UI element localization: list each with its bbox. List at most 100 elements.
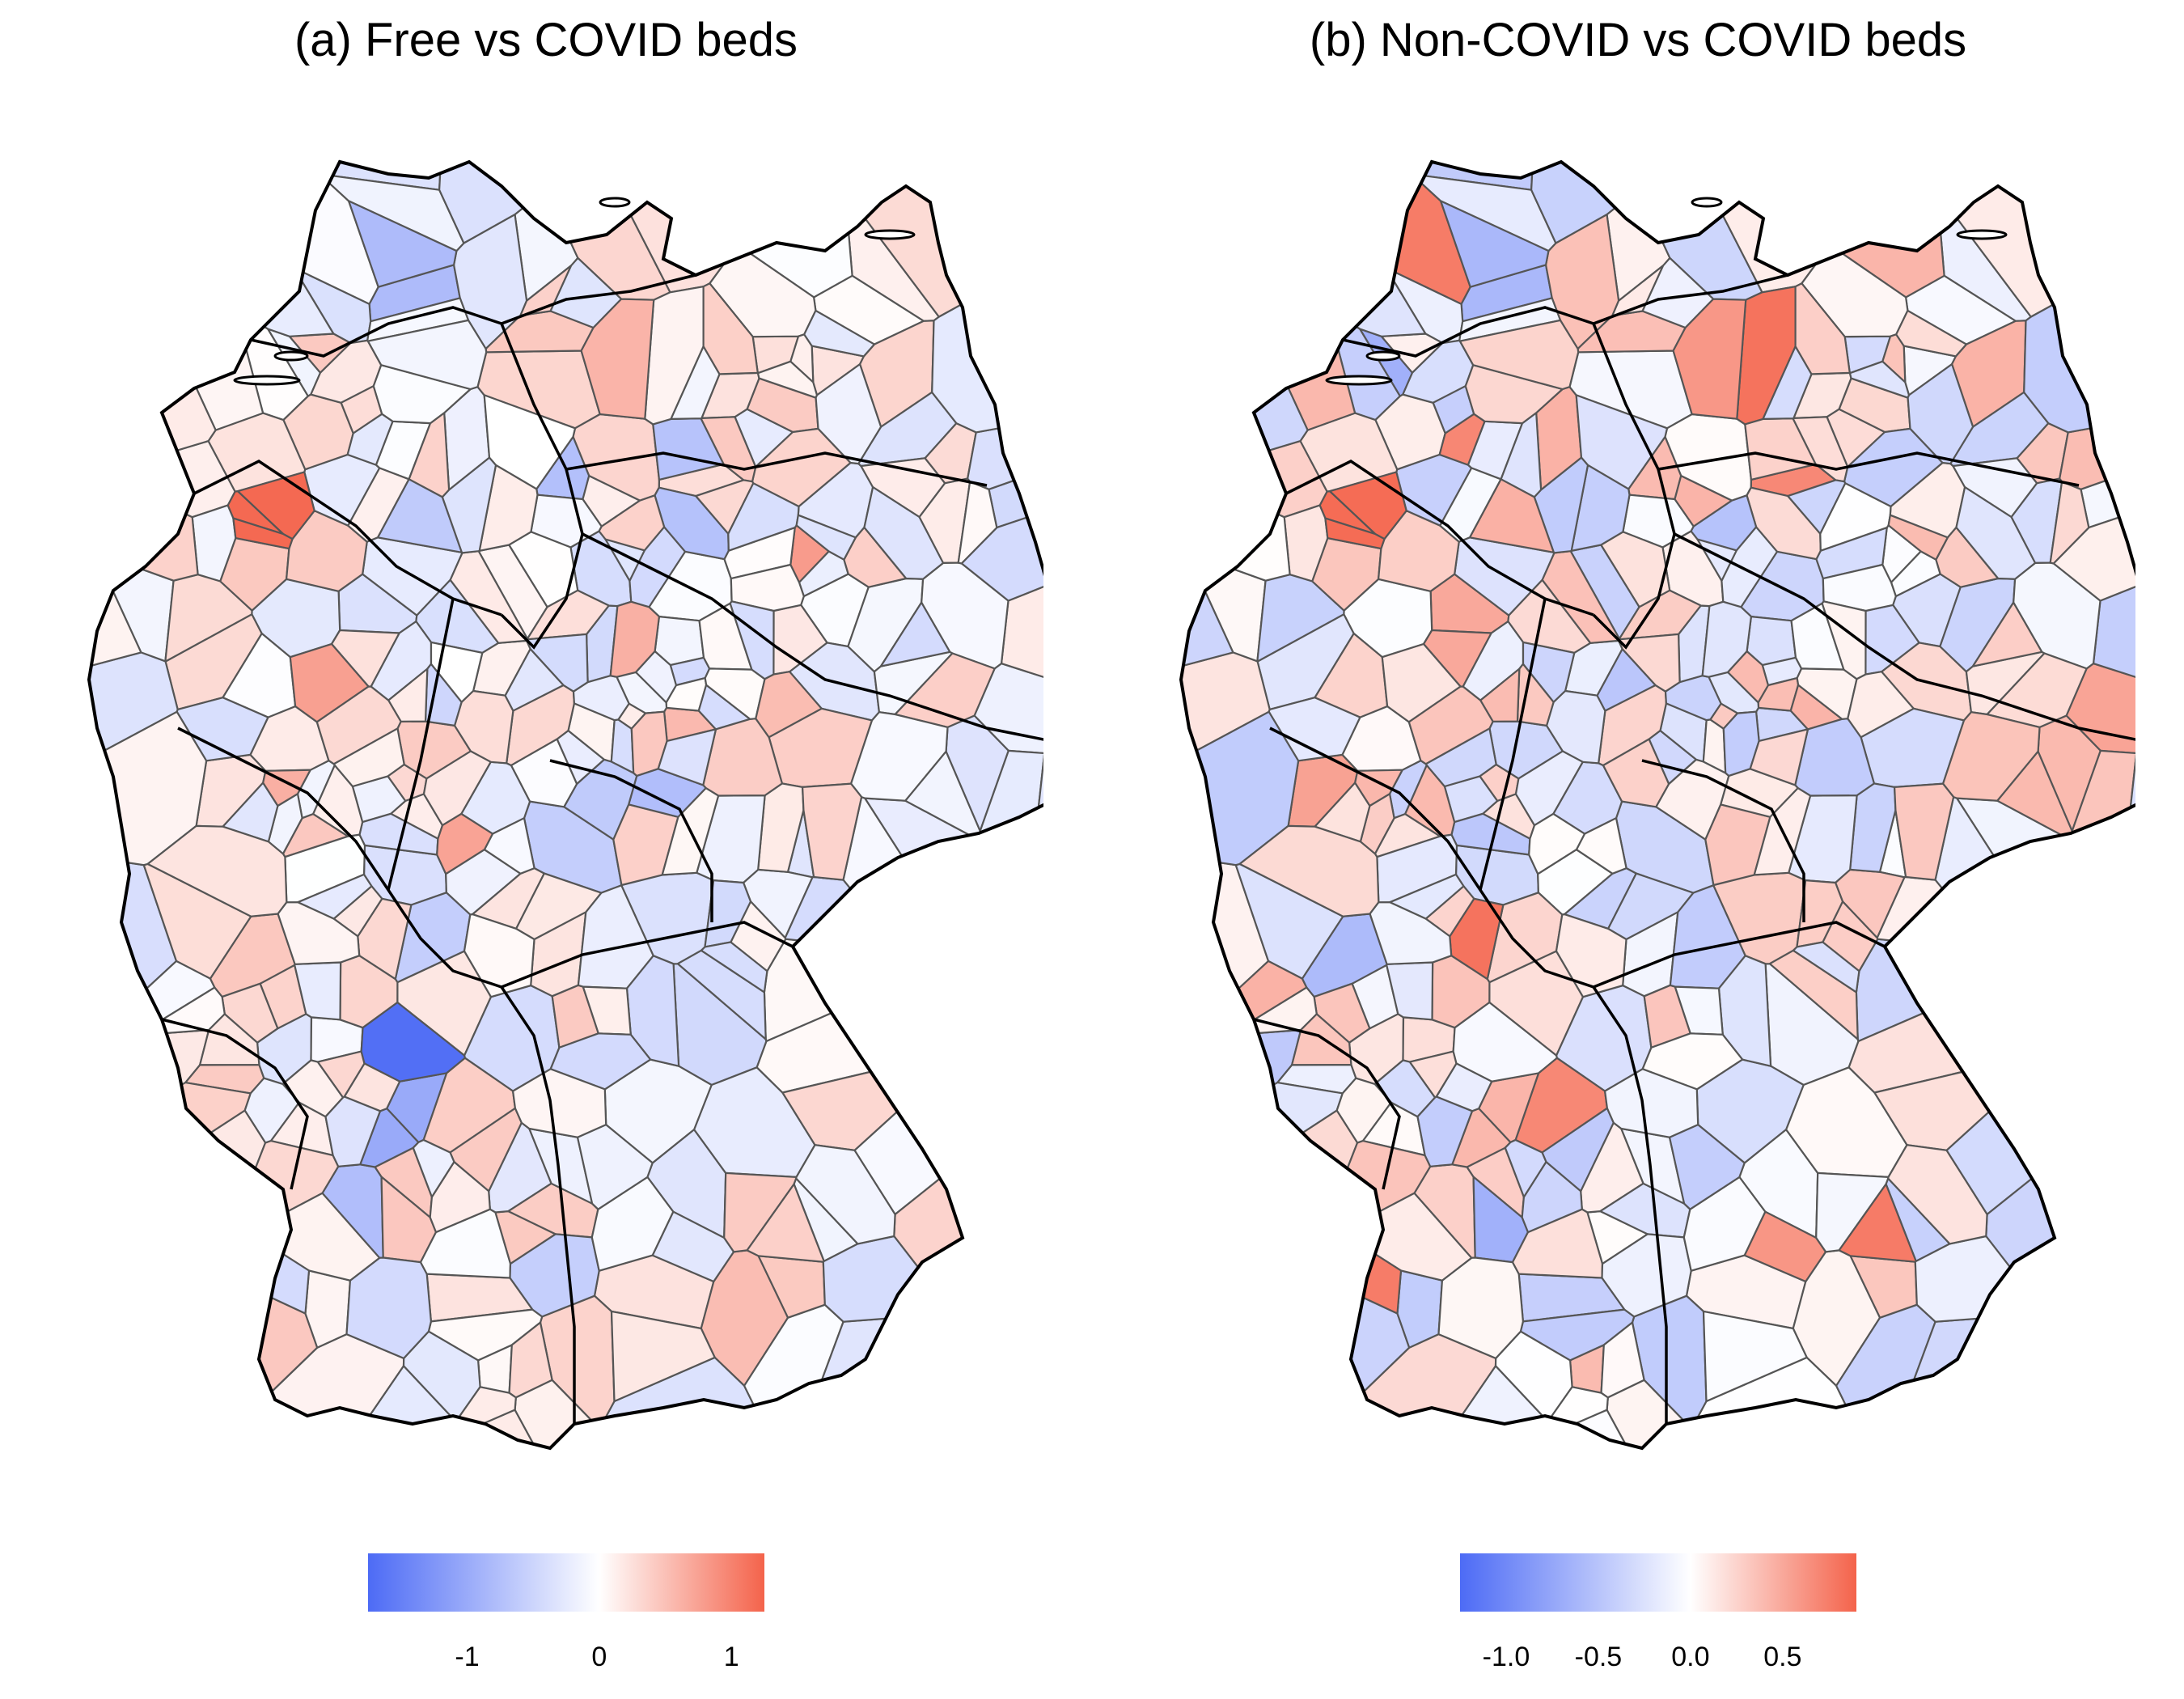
country-border	[1179, 159, 2135, 1451]
district-region	[1601, 1233, 1692, 1318]
district-region	[1181, 1108, 1359, 1288]
district-region	[89, 162, 217, 475]
state-border	[1657, 451, 2080, 487]
state-border	[500, 986, 576, 1424]
district-region	[1603, 1068, 1699, 1138]
legend-ticks: -1.0 -0.5 0.0 0.5	[1092, 1553, 2184, 1675]
legend-tick-mark	[1505, 1612, 1507, 1620]
district-region	[345, 1256, 433, 1360]
district-region	[1690, 494, 1758, 552]
island	[273, 350, 309, 362]
district-region	[315, 685, 402, 765]
legend-tick-label: -1.0	[1482, 1642, 1530, 1672]
district-region	[1464, 363, 1564, 425]
district-region	[1575, 816, 1627, 875]
district-region	[960, 491, 1043, 602]
legend-gradient-bar	[1460, 1553, 1856, 1612]
panel-title: (a) Free vs COVID beds	[294, 14, 798, 66]
district-region	[1533, 456, 1589, 554]
district-region	[580, 298, 655, 420]
district-region	[1792, 416, 1849, 483]
district-region	[463, 913, 535, 998]
island	[233, 375, 301, 386]
district-region	[89, 1108, 267, 1288]
district-region	[795, 1144, 896, 1245]
district-region	[1955, 485, 2037, 580]
district-region	[730, 563, 805, 612]
district-region	[89, 1081, 252, 1240]
district-region	[146, 824, 288, 917]
legend-tick-mark	[730, 1612, 733, 1620]
district-region	[610, 1310, 717, 1403]
district-region	[1907, 362, 1974, 465]
district-region	[700, 941, 768, 994]
district-region	[755, 671, 823, 739]
district-region	[1181, 162, 1428, 337]
district-region	[957, 480, 998, 565]
district-region	[1452, 1001, 1559, 1083]
district-region	[1181, 1081, 1344, 1240]
district-region	[277, 901, 361, 965]
district-region	[2023, 227, 2135, 434]
district-region	[366, 319, 488, 391]
legend-gradient-bar	[368, 1553, 764, 1612]
district-region	[1181, 710, 1300, 866]
district-region	[1555, 913, 1627, 998]
district-layer	[89, 162, 1043, 1448]
legend-tick-label: -1	[455, 1642, 480, 1672]
state-border	[1592, 986, 1668, 1424]
district-region	[89, 472, 199, 582]
legend-tick-mark	[1597, 1612, 1599, 1620]
district-region	[1238, 824, 1380, 917]
district-region	[849, 711, 949, 802]
district-region	[1439, 199, 1550, 289]
legend-tick-mark	[598, 1612, 600, 1620]
legend-tick-mark	[1781, 1612, 1784, 1620]
district-region	[1985, 1048, 2135, 1412]
district-region	[104, 162, 379, 306]
color-legend: -1 0 1	[0, 1553, 1092, 1675]
district-region	[441, 456, 497, 554]
district-region	[1437, 1256, 1525, 1360]
district-region	[1702, 1310, 1809, 1403]
color-legend: -1.0 -0.5 0.0 0.5	[1092, 1553, 2184, 1675]
district-region	[1887, 514, 1949, 561]
state-border	[177, 727, 502, 989]
germany-choropleth-map	[87, 159, 1043, 1451]
state-border	[1342, 306, 1594, 358]
state-border	[1593, 921, 1886, 989]
legend-tick-label: 0.0	[1671, 1642, 1710, 1672]
district-region	[2049, 480, 2090, 565]
country-border	[87, 159, 1043, 1451]
district-region	[1794, 282, 1852, 375]
district-region	[1290, 1012, 1352, 1066]
island	[1956, 229, 2008, 240]
district-region	[198, 1012, 260, 1066]
district-region	[232, 517, 294, 550]
island	[599, 197, 631, 208]
district-region	[727, 481, 800, 553]
district-region	[511, 1068, 607, 1138]
district-region	[1335, 1077, 1393, 1144]
district-region	[1893, 782, 1955, 881]
district-region	[801, 782, 863, 881]
district-region	[514, 872, 603, 941]
district-region	[285, 509, 368, 592]
state-border	[1253, 1018, 1401, 1190]
map-panel-a: (a) Free vs COVID beds -1 0 1	[0, 14, 1092, 1675]
district-region	[1792, 941, 1860, 994]
state-border	[582, 532, 1043, 746]
legend-tick-label: -0.5	[1574, 1642, 1623, 1672]
state-border	[387, 598, 455, 891]
legend-tick-mark	[466, 1612, 468, 1620]
state-border	[1593, 273, 1788, 325]
district-region	[1181, 162, 1309, 475]
legend-tick-label: 0	[591, 1642, 607, 1672]
district-layer	[1181, 162, 2135, 1448]
panel-title: (b) Non-COVID vs COVID beds	[1309, 14, 1967, 66]
district-region	[1458, 319, 1580, 391]
district-region	[2052, 491, 2135, 602]
district-region	[1196, 162, 1471, 306]
district-region	[1672, 298, 1747, 420]
legend-tick-mark	[1689, 1612, 1691, 1620]
